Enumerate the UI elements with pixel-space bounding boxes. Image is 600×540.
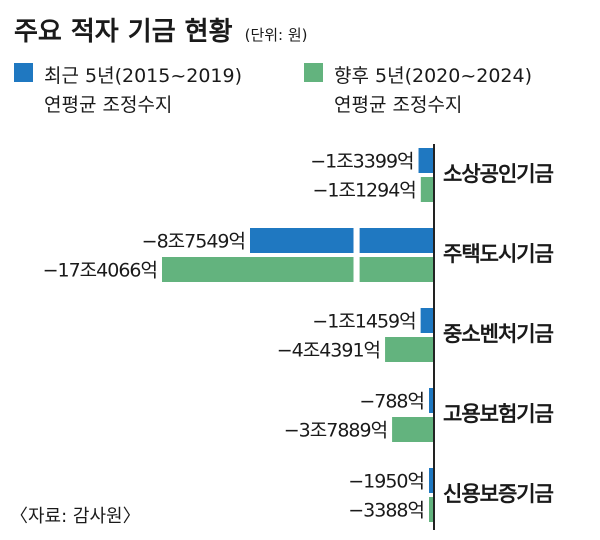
bar-future-2-left: [162, 257, 354, 282]
bar-future-2-right: [359, 257, 433, 282]
value-label-recent-4: −788억: [359, 391, 424, 413]
value-label-future-2: −17조4066억: [43, 260, 157, 282]
bar-recent-5: [429, 468, 433, 493]
value-label-future-3: −4조4391억: [277, 340, 380, 362]
legend: 최근 5년(2015~2019) 연평균 조정수지 향후 5년(2020~202…: [14, 63, 532, 116]
legend-label-recent: 최근 5년(2015~2019): [44, 65, 242, 87]
bar-recent-2-left: [250, 228, 354, 253]
category-label-3: 중소벤처기금: [443, 322, 554, 346]
bar-recent-2-right: [359, 228, 433, 253]
category-label-4: 고용보험기금: [443, 402, 554, 426]
bar-future-3: [385, 337, 433, 362]
value-label-recent-2: −8조7549억: [142, 231, 245, 253]
legend-swatch-recent: [14, 63, 33, 82]
chart-title: 주요 적자 기금 현황: [14, 17, 233, 47]
bar-recent-1: [418, 148, 433, 173]
bar-future-4: [392, 417, 433, 442]
legend-sublabel-future: 연평균 조정수지: [334, 94, 462, 116]
bar-recent-4: [429, 388, 433, 413]
category-label-5: 신용보증기금: [443, 482, 554, 506]
legend-label-future: 향후 5년(2020~2024): [334, 65, 532, 87]
legend-swatch-future: [304, 63, 323, 82]
bar-future-1: [420, 177, 433, 202]
value-label-future-1: −1조1294억: [312, 180, 415, 202]
category-label-1: 소상공인기금: [443, 162, 554, 186]
legend-sublabel-recent: 연평균 조정수지: [44, 94, 172, 116]
unit-label: (단위: 원): [245, 26, 308, 44]
bar-future-5: [429, 497, 433, 522]
value-label-future-4: −3조7889억: [284, 420, 387, 442]
source-note: 〈자료: 감사원〉: [10, 506, 141, 527]
category-label-2: 주택도시기금: [443, 242, 554, 266]
value-label-future-5: −3388억: [348, 500, 424, 522]
axis-break-gap: [353, 226, 360, 284]
plot-area: −1조3399억 −1조1294억 소상공인기금 −8조7549억 −17조4066억 주…: [43, 144, 555, 530]
bar-recent-3: [420, 308, 433, 333]
value-label-recent-5: −1950억: [348, 471, 424, 493]
value-label-recent-1: −1조3399억: [310, 151, 413, 173]
value-label-recent-3: −1조1459억: [312, 311, 415, 333]
